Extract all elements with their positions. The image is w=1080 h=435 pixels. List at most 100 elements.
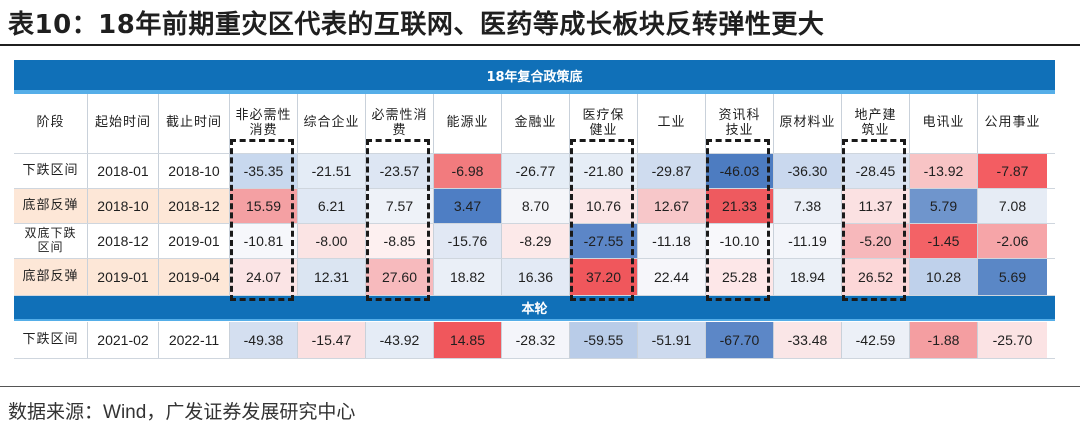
value-cell: -21.80 bbox=[570, 154, 638, 188]
end-date-cell: 2019-01 bbox=[159, 224, 230, 258]
value-cell: 5.69 bbox=[978, 259, 1047, 295]
stage-cell: 底部反弹 bbox=[14, 189, 88, 223]
header-cell: 金融业 bbox=[502, 94, 570, 153]
value-cell: 3.47 bbox=[434, 189, 502, 223]
value-cell: 14.85 bbox=[434, 322, 502, 358]
table-row: 底部反弹 2019-01 2019-04 24.07 12.31 27.60 18.82 16… bbox=[14, 259, 1055, 296]
value-cell: 26.52 bbox=[842, 259, 910, 295]
value-cell: -59.55 bbox=[570, 322, 638, 358]
value-cell: -8.29 bbox=[502, 224, 570, 258]
value-cell: 37.20 bbox=[570, 259, 638, 295]
header-cell: 必需性消费 bbox=[366, 94, 434, 153]
value-cell: -2.06 bbox=[978, 224, 1047, 258]
value-cell: -43.92 bbox=[366, 322, 434, 358]
header-cell: 起始时间 bbox=[88, 94, 159, 153]
value-cell: 10.28 bbox=[910, 259, 978, 295]
header-cell: 综合企业 bbox=[298, 94, 366, 153]
value-cell: -42.59 bbox=[842, 322, 910, 358]
value-cell: -8.00 bbox=[298, 224, 366, 258]
page-title: 表10：18年前期重灾区代表的互联网、医药等成长板块反转弹性更大 bbox=[8, 10, 825, 40]
value-cell: -25.70 bbox=[978, 322, 1047, 358]
value-cell: -49.38 bbox=[230, 322, 298, 358]
end-date-cell: 2018-10 bbox=[159, 154, 230, 188]
header-cell: 能源业 bbox=[434, 94, 502, 153]
value-cell: 24.07 bbox=[230, 259, 298, 295]
value-cell: -1.45 bbox=[910, 224, 978, 258]
value-cell: -27.55 bbox=[570, 224, 638, 258]
table-row: 下跌区间 2018-01 2018-10 -35.35 -21.51 -23.57 -6.9… bbox=[14, 154, 1055, 189]
start-date-cell: 2018-10 bbox=[88, 189, 159, 223]
start-date-cell: 2018-12 bbox=[88, 224, 159, 258]
header-row: 阶段 起始时间 截止时间 非必需性消费 综合企业 必需性消费 能源业 金融业 医… bbox=[14, 94, 1055, 154]
data-table: 18年复合政策底 阶段 起始时间 截止时间 非必需性消费 综合企业 必需性消费 … bbox=[14, 60, 1055, 359]
value-cell: -35.35 bbox=[230, 154, 298, 188]
value-cell: 18.82 bbox=[434, 259, 502, 295]
value-cell: -5.20 bbox=[842, 224, 910, 258]
value-cell: 25.28 bbox=[706, 259, 774, 295]
value-cell: 6.21 bbox=[298, 189, 366, 223]
value-cell: 7.08 bbox=[978, 189, 1047, 223]
value-cell: 7.38 bbox=[774, 189, 842, 223]
value-cell: -33.48 bbox=[774, 322, 842, 358]
value-cell: -10.81 bbox=[230, 224, 298, 258]
header-cell: 医疗保健业 bbox=[570, 94, 638, 153]
source-prefix: 数据来源： bbox=[8, 401, 104, 423]
source-note: 数据来源：Wind，广发证券发展研究中心 bbox=[8, 397, 355, 424]
band-policy-bottom-2018: 18年复合政策底 bbox=[14, 60, 1055, 94]
value-cell: -28.45 bbox=[842, 154, 910, 188]
header-cell: 阶段 bbox=[14, 94, 88, 153]
start-date-cell: 2021-02 bbox=[88, 322, 159, 358]
value-cell: -26.77 bbox=[502, 154, 570, 188]
value-cell: -8.85 bbox=[366, 224, 434, 258]
value-cell: 27.60 bbox=[366, 259, 434, 295]
stage-cell: 底部反弹 bbox=[14, 259, 88, 295]
start-date-cell: 2018-01 bbox=[88, 154, 159, 188]
header-cell: 截止时间 bbox=[159, 94, 230, 153]
value-cell: 22.44 bbox=[638, 259, 706, 295]
value-cell: -15.76 bbox=[434, 224, 502, 258]
value-cell: -36.30 bbox=[774, 154, 842, 188]
header-cell: 资讯科技业 bbox=[706, 94, 774, 153]
value-cell: -51.91 bbox=[638, 322, 706, 358]
source-suffix: ，广发证券发展研究中心 bbox=[146, 401, 356, 423]
header-cell: 原材料业 bbox=[774, 94, 842, 153]
table-row: 底部反弹 2018-10 2018-12 15.59 6.21 7.57 3.47 8.70 1… bbox=[14, 189, 1055, 224]
source-divider bbox=[0, 386, 1080, 387]
stage-cell: 双底下跌区间 bbox=[14, 224, 88, 258]
header-cell: 非必需性消费 bbox=[230, 94, 298, 153]
start-date-cell: 2019-01 bbox=[88, 259, 159, 295]
title-divider bbox=[0, 44, 1080, 46]
value-cell: 12.67 bbox=[638, 189, 706, 223]
value-cell: -21.51 bbox=[298, 154, 366, 188]
value-cell: -29.87 bbox=[638, 154, 706, 188]
header-cell: 公用事业 bbox=[984, 115, 1041, 131]
value-cell: -11.18 bbox=[638, 224, 706, 258]
header-cell: 电讯业 bbox=[910, 94, 978, 153]
table-row: 下跌区间 2021-02 2022-11 -49.38 -15.47 -43.92 14.8… bbox=[14, 322, 1055, 359]
value-cell: -1.88 bbox=[910, 322, 978, 358]
header-cell: 地产建筑业 bbox=[842, 94, 910, 153]
end-date-cell: 2018-12 bbox=[159, 189, 230, 223]
source-brand: Wind bbox=[103, 402, 147, 423]
value-cell: 15.59 bbox=[230, 189, 298, 223]
end-date-cell: 2019-04 bbox=[159, 259, 230, 295]
value-cell: 8.70 bbox=[502, 189, 570, 223]
value-cell: 5.79 bbox=[910, 189, 978, 223]
value-cell: -10.10 bbox=[706, 224, 774, 258]
value-cell: -15.47 bbox=[298, 322, 366, 358]
end-date-cell: 2022-11 bbox=[159, 322, 230, 358]
stage-cell: 下跌区间 bbox=[14, 322, 88, 358]
header-cell: 工业 bbox=[638, 94, 706, 153]
value-cell: 11.37 bbox=[842, 189, 910, 223]
value-cell: -13.92 bbox=[910, 154, 978, 188]
value-cell: 21.33 bbox=[706, 189, 774, 223]
band-current-cycle: 本轮 bbox=[14, 296, 1055, 321]
stage-cell: 下跌区间 bbox=[14, 154, 88, 188]
value-cell: -6.98 bbox=[434, 154, 502, 188]
value-cell: -67.70 bbox=[706, 322, 774, 358]
value-cell: -7.87 bbox=[978, 154, 1047, 188]
value-cell: 12.31 bbox=[298, 259, 366, 295]
value-cell: -11.19 bbox=[774, 224, 842, 258]
value-cell: 10.76 bbox=[570, 189, 638, 223]
value-cell: 7.57 bbox=[366, 189, 434, 223]
